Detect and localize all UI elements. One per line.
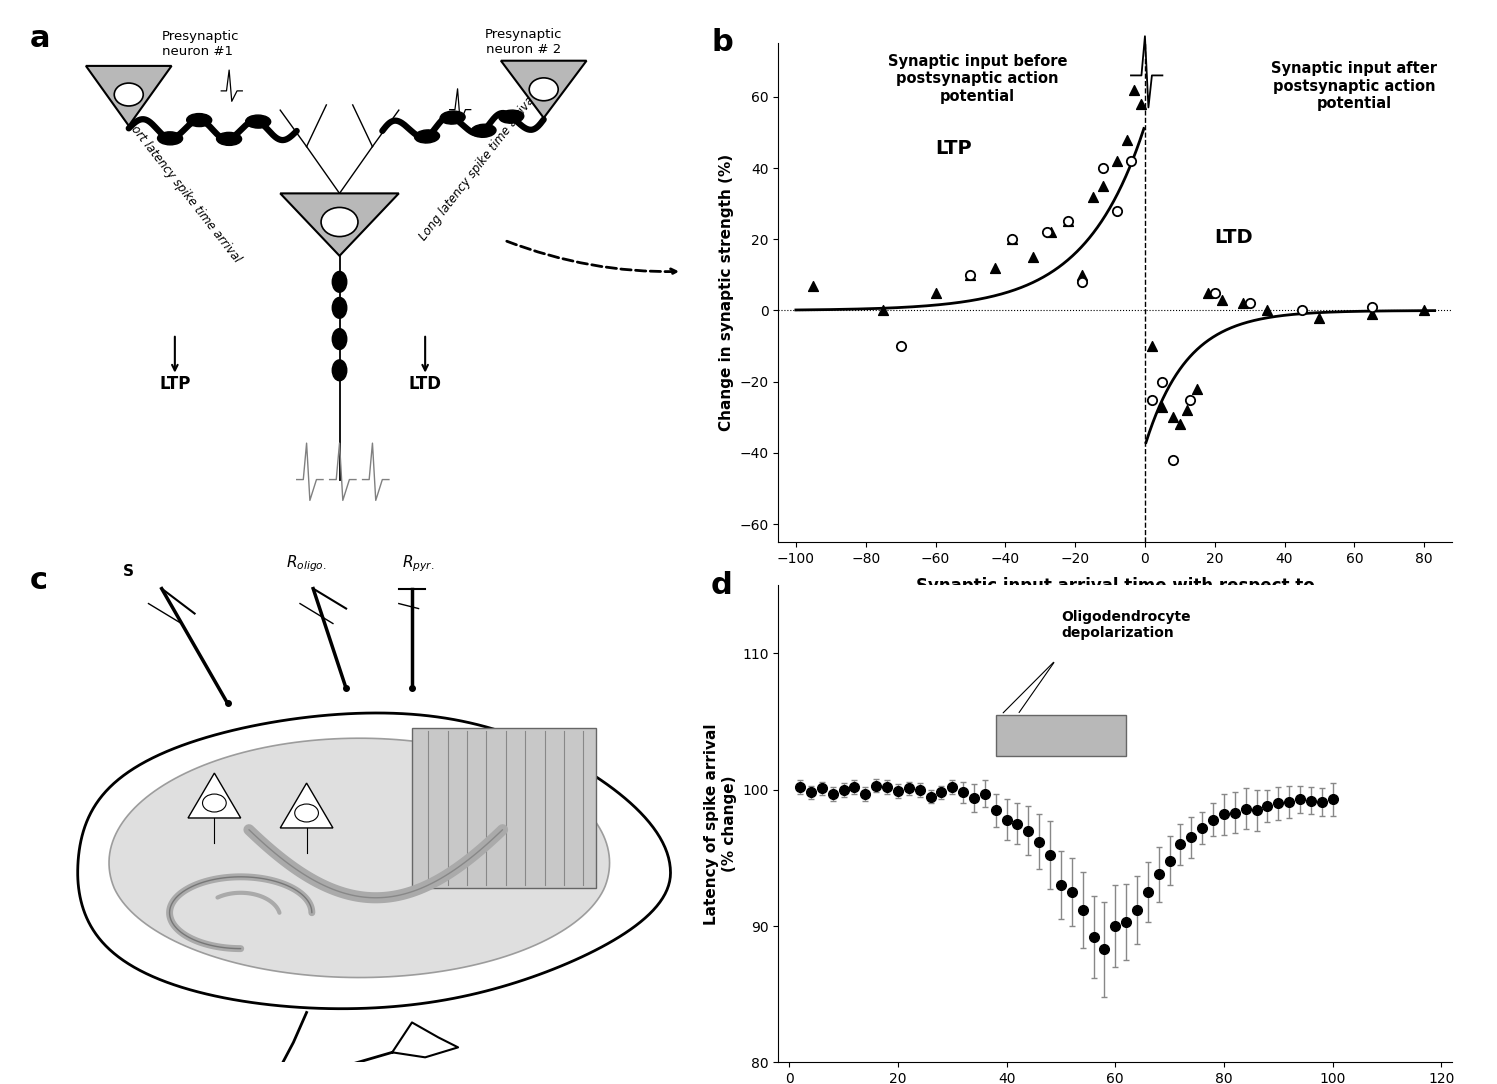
Text: Presynaptic
neuron #1: Presynaptic neuron #1 [162,30,240,59]
Point [1081,188,1105,205]
Text: LTP: LTP [159,374,190,392]
Polygon shape [501,61,587,118]
Y-axis label: Latency of spike arrival
(% change): Latency of spike arrival (% change) [704,723,737,925]
Ellipse shape [332,360,347,380]
Point [1057,212,1081,230]
Polygon shape [280,193,398,256]
Ellipse shape [415,130,440,143]
Point [1186,380,1210,398]
Point [1290,301,1314,319]
Text: $R_{oligo.}$: $R_{oligo.}$ [286,553,326,573]
Text: S: S [123,564,135,579]
Point [984,259,1007,276]
Point [958,267,982,284]
Polygon shape [280,783,332,828]
Point [1359,306,1383,323]
Text: Synaptic input before
postsynaptic action
potential: Synaptic input before postsynaptic actio… [888,54,1067,104]
Ellipse shape [332,328,347,349]
Point [1039,223,1063,241]
Point [1115,131,1139,149]
Ellipse shape [157,132,183,145]
Point [871,301,895,319]
Ellipse shape [472,125,496,138]
Text: Presynaptic
neuron # 2: Presynaptic neuron # 2 [485,27,563,55]
Y-axis label: Change in synaptic strength (%): Change in synaptic strength (%) [719,154,734,431]
Point [1129,95,1153,113]
Point [1057,212,1081,230]
Point [1105,202,1129,219]
Point [1118,152,1142,169]
Text: Oligodendrocyte
depolarization: Oligodendrocyte depolarization [1061,609,1190,640]
Point [1150,373,1174,390]
Point [1000,231,1024,248]
Point [1070,273,1094,291]
Ellipse shape [246,115,271,128]
Point [1254,301,1278,319]
PathPatch shape [78,713,671,1009]
Circle shape [295,804,319,822]
Point [1091,177,1115,194]
Point [1231,295,1254,312]
Text: b: b [711,28,734,57]
Ellipse shape [332,297,347,319]
Point [1021,248,1045,266]
Circle shape [202,795,226,812]
Bar [412,728,596,888]
Polygon shape [189,773,241,818]
Text: Long latency spike time arrival: Long latency spike time arrival [416,91,539,243]
Point [1139,391,1163,409]
Point [1359,298,1383,315]
Text: LTD: LTD [1214,228,1253,247]
Point [1178,391,1202,409]
Point [1091,159,1115,177]
Circle shape [320,207,358,236]
Point [958,267,982,284]
Point [1160,451,1184,468]
Point [1238,295,1262,312]
Point [1160,409,1184,426]
Circle shape [114,83,144,106]
Ellipse shape [332,271,347,293]
Point [1412,301,1436,319]
Point [1168,416,1192,434]
Text: LTD: LTD [409,374,442,392]
Point [1123,81,1147,99]
Point [801,276,825,294]
Bar [996,714,1126,756]
Point [1150,398,1174,415]
Text: LTP: LTP [936,139,972,158]
Point [1202,284,1226,301]
Point [1000,231,1024,248]
Point [1070,267,1094,284]
Text: $R_{pyr.}$: $R_{pyr.}$ [403,553,434,573]
Ellipse shape [217,132,241,145]
Text: Synaptic input after
postsynaptic action
potential: Synaptic input after postsynaptic action… [1271,61,1437,111]
Text: d: d [711,571,734,601]
Point [1036,223,1060,241]
Ellipse shape [440,111,466,124]
Polygon shape [85,66,172,126]
Ellipse shape [499,111,524,124]
Text: Short latency spike time arrival: Short latency spike time arrival [120,112,244,266]
Point [1105,152,1129,169]
Point [924,284,948,301]
Point [1210,292,1234,309]
Point [889,337,913,354]
Circle shape [530,78,558,101]
Point [1307,309,1331,326]
X-axis label: Synaptic input arrival time with respect to
postsynaptic action potential (ms): Synaptic input arrival time with respect… [916,577,1314,616]
Point [1175,401,1199,418]
Point [1196,284,1220,301]
Ellipse shape [187,114,211,127]
Text: a: a [30,24,51,53]
PathPatch shape [109,738,609,978]
Text: c: c [30,566,48,595]
Point [1139,337,1163,354]
